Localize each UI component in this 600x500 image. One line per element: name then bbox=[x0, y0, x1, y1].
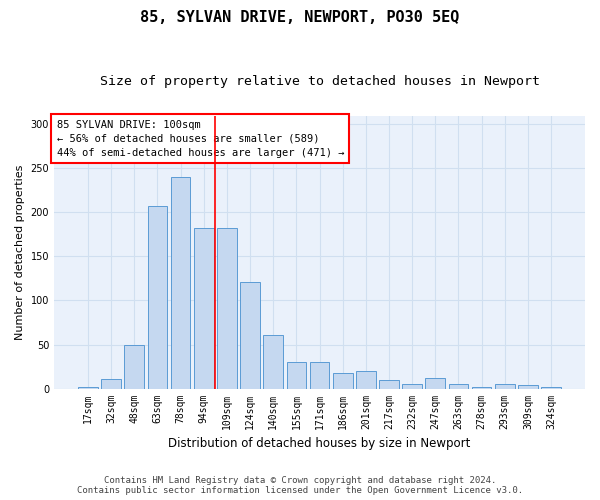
Text: 85, SYLVAN DRIVE, NEWPORT, PO30 5EQ: 85, SYLVAN DRIVE, NEWPORT, PO30 5EQ bbox=[140, 10, 460, 25]
Bar bbox=[240, 282, 260, 389]
Bar bbox=[402, 384, 422, 388]
Text: Contains HM Land Registry data © Crown copyright and database right 2024.
Contai: Contains HM Land Registry data © Crown c… bbox=[77, 476, 523, 495]
Bar bbox=[472, 387, 491, 388]
Title: Size of property relative to detached houses in Newport: Size of property relative to detached ho… bbox=[100, 75, 539, 88]
Bar bbox=[425, 378, 445, 388]
Y-axis label: Number of detached properties: Number of detached properties bbox=[15, 164, 25, 340]
Bar bbox=[217, 228, 237, 388]
Bar bbox=[78, 387, 98, 388]
Bar bbox=[449, 384, 468, 388]
Bar bbox=[518, 385, 538, 388]
Bar bbox=[310, 362, 329, 388]
Bar bbox=[333, 372, 353, 388]
Bar bbox=[356, 371, 376, 388]
Bar bbox=[287, 362, 306, 388]
Bar bbox=[263, 335, 283, 388]
X-axis label: Distribution of detached houses by size in Newport: Distribution of detached houses by size … bbox=[169, 437, 471, 450]
Bar bbox=[495, 384, 515, 388]
Bar bbox=[379, 380, 399, 388]
Bar bbox=[101, 379, 121, 388]
Bar bbox=[171, 177, 190, 388]
Bar bbox=[124, 344, 144, 389]
Bar bbox=[148, 206, 167, 388]
Bar bbox=[541, 387, 561, 388]
Text: 85 SYLVAN DRIVE: 100sqm
← 56% of detached houses are smaller (589)
44% of semi-d: 85 SYLVAN DRIVE: 100sqm ← 56% of detache… bbox=[56, 120, 344, 158]
Bar bbox=[194, 228, 214, 388]
